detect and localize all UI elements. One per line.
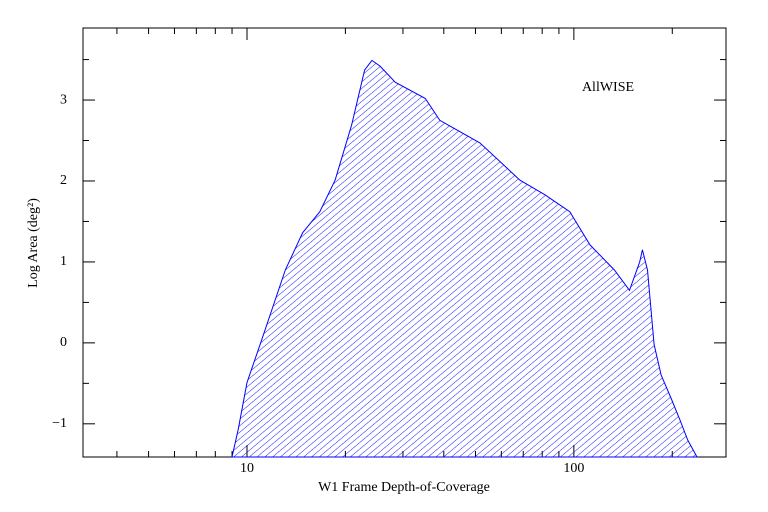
y-tick-label: 1 xyxy=(60,254,67,269)
x-tick-label: 100 xyxy=(563,461,584,476)
y-axis-label: Log Area (deg²) xyxy=(26,198,41,288)
y-tick-label: 3 xyxy=(60,92,67,107)
x-axis-label: W1 Frame Depth-of-Coverage xyxy=(318,480,490,495)
x-tick-label: 10 xyxy=(240,461,254,476)
y-tick-label: 0 xyxy=(60,335,67,350)
annotation: AllWISE xyxy=(582,80,634,95)
y-tick-label: 2 xyxy=(60,173,67,188)
area xyxy=(231,59,698,458)
y-tick-label: −1 xyxy=(52,416,67,431)
